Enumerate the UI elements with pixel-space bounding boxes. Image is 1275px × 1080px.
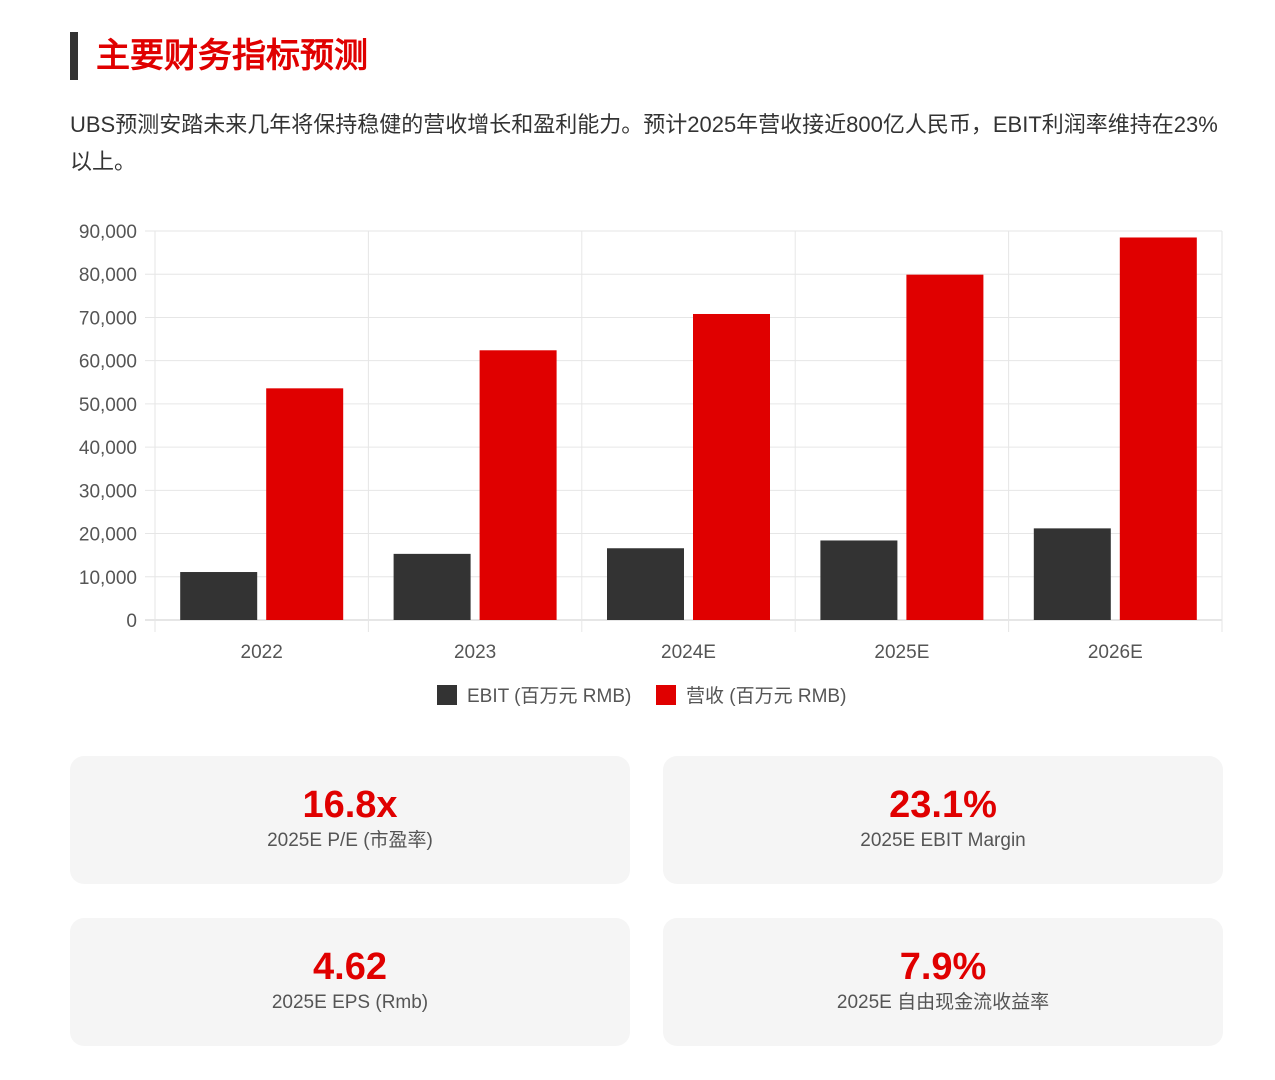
y-tick-label: 10,000	[79, 568, 137, 589]
metric-card-fcf-yield: 7.9% 2025E 自由现金流收益率	[663, 918, 1223, 1046]
legend-label-ebit: EBIT (百万元 RMB)	[467, 686, 631, 707]
title-accent-bar	[70, 32, 78, 80]
y-tick-label: 20,000	[79, 525, 137, 546]
revenue-bar	[266, 388, 344, 620]
ebit-bar	[820, 540, 898, 620]
metric-card-ebit-margin: 23.1% 2025E EBIT Margin	[663, 756, 1223, 884]
x-tick-label: 2023	[454, 642, 496, 663]
y-tick-label: 0	[126, 611, 137, 632]
revenue-bar	[693, 313, 770, 620]
x-tick-label: 2022	[241, 642, 283, 663]
intro-paragraph: UBS预测安踏未来几年将保持稳健的营收增长和盈利能力。预计2025年营收接近80…	[70, 112, 1218, 174]
x-tick-label: 2026E	[1088, 642, 1143, 663]
y-tick-label: 70,000	[79, 308, 137, 329]
legend-label-revenue: 营收 (百万元 RMB)	[686, 685, 846, 707]
ebit-bar	[393, 553, 471, 620]
x-tick-label: 2025E	[874, 642, 929, 663]
metric-label: 2025E 自由现金流收益率	[836, 992, 1050, 1013]
metric-value: 16.8x	[302, 784, 398, 826]
bar-chart: 0 10,000 20,000 30,000 40,000 50,000 60,000 70,…	[79, 222, 1223, 707]
legend-swatch-revenue	[656, 685, 676, 705]
ebit-bar	[607, 548, 684, 620]
y-tick-label: 30,000	[79, 481, 137, 502]
metric-label: 2025E EPS (Rmb)	[271, 992, 429, 1013]
metric-card-eps: 4.62 2025E EPS (Rmb)	[70, 918, 630, 1046]
x-tick-label: 2024E	[661, 642, 716, 663]
metric-value: 23.1%	[889, 784, 997, 826]
legend-swatch-ebit	[437, 685, 457, 705]
y-tick-label: 60,000	[79, 352, 137, 373]
ebit-bar	[180, 572, 258, 620]
metric-value: 7.9%	[899, 946, 987, 988]
y-tick-label: 40,000	[79, 438, 137, 459]
metric-label: 2025E P/E (市盈率)	[267, 830, 433, 851]
page-title: 主要财务指标预测	[96, 37, 368, 75]
metric-label: 2025E EBIT Margin	[860, 830, 1026, 851]
revenue-bar	[1119, 237, 1197, 620]
metric-card-pe: 16.8x 2025E P/E (市盈率)	[70, 756, 630, 884]
y-tick-label: 90,000	[79, 222, 137, 243]
ebit-bar	[1033, 528, 1111, 620]
y-tick-label: 80,000	[79, 265, 137, 286]
revenue-bar	[906, 274, 984, 620]
y-tick-label: 50,000	[79, 395, 137, 416]
metric-value: 4.62	[313, 946, 387, 988]
revenue-bar	[479, 350, 557, 620]
